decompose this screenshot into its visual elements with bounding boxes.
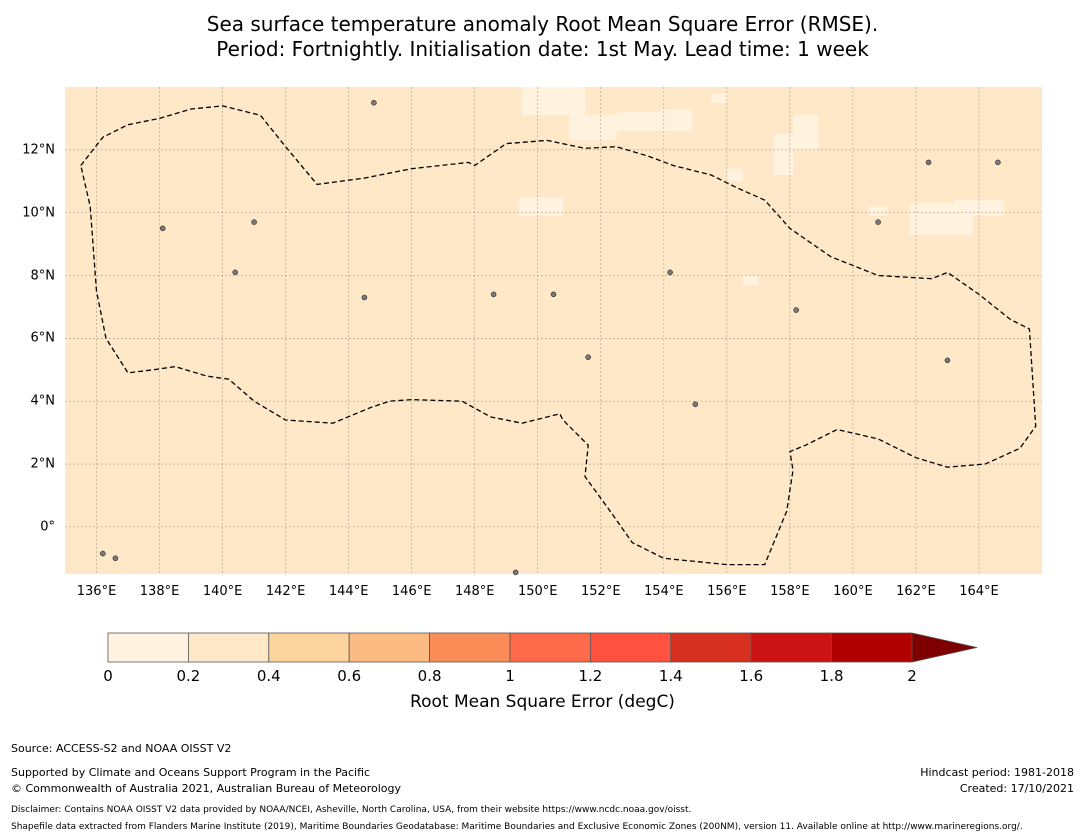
island-marker xyxy=(490,291,497,298)
lat-tick-label: 10°N xyxy=(22,205,55,221)
island-marker xyxy=(112,555,119,562)
gridlines xyxy=(65,87,1042,574)
island-marker xyxy=(232,269,238,276)
hindcast-period: Hindcast period: 1981-2018 xyxy=(920,766,1074,779)
colorbar-box xyxy=(429,632,511,663)
islands xyxy=(100,99,1001,576)
lon-tick-label: 146°E xyxy=(391,584,432,599)
island-marker xyxy=(667,269,673,276)
chart-title-line-1: Sea surface temperature anomaly Root Mea… xyxy=(206,12,879,36)
chart-title-line-2: Period: Fortnightly. Initialisation date… xyxy=(216,37,869,61)
lat-tick-label: 2°N xyxy=(30,456,56,472)
lon-tick-label: 156°E xyxy=(707,584,747,599)
island-marker xyxy=(550,291,557,298)
island-marker xyxy=(944,357,951,364)
lon-tick-label: 150°E xyxy=(517,584,558,599)
colorbar-tick-label: 0 xyxy=(103,667,113,685)
map-panel xyxy=(65,87,1042,576)
colorbar-tick-label: 0.4 xyxy=(256,667,281,685)
colorbar-tick-label: 1.2 xyxy=(578,667,603,685)
low-value-patch xyxy=(660,108,693,131)
colorbar-tick-label: 2 xyxy=(907,667,917,685)
colorbar-tick-label: 1.8 xyxy=(819,667,844,685)
island-marker xyxy=(512,569,519,576)
colorbar-tick-label: 1.6 xyxy=(739,667,764,685)
colorbar-box xyxy=(348,632,431,663)
colorbar-tick-label: 0.2 xyxy=(176,667,201,685)
lon-tick-label: 144°E xyxy=(328,584,369,599)
low-value-patch xyxy=(909,203,973,235)
island-marker xyxy=(159,225,166,232)
created-date: Created: 17/10/2021 xyxy=(959,782,1074,795)
supported-text: Supported by Climate and Oceans Support … xyxy=(11,766,371,779)
shapefile-text: Shapefile data extracted from Flanders M… xyxy=(11,822,1023,832)
low-value-patch xyxy=(774,134,794,175)
low-value-patch xyxy=(742,275,759,285)
colorbar-box xyxy=(831,632,913,663)
low-value-patch xyxy=(521,87,586,116)
island-marker xyxy=(793,307,799,313)
colorbar-box xyxy=(107,632,189,663)
colorbar-box xyxy=(670,632,752,663)
colorbar-tick-label: 0.8 xyxy=(417,667,442,685)
island-marker xyxy=(925,159,932,166)
lat-tick-label: 4°N xyxy=(30,393,56,409)
colorbar-boxes xyxy=(107,632,913,663)
low-value-patch xyxy=(793,115,819,150)
low-value-patch xyxy=(569,115,617,141)
low-value-patch xyxy=(518,196,563,216)
lon-tick-label: 136°E xyxy=(76,584,117,599)
lon-tick-label: 162°E xyxy=(896,584,936,599)
source-text: Source: ACCESS-S2 and NOAA OISST V2 xyxy=(11,742,232,755)
island-marker xyxy=(371,99,377,106)
island-marker xyxy=(585,354,591,360)
lon-tick-label: 160°E xyxy=(833,584,873,599)
colorbar-box xyxy=(509,632,591,663)
colorbar-tick-label: 0.6 xyxy=(337,667,362,685)
colorbar-box xyxy=(750,632,833,663)
lon-tick-label: 158°E xyxy=(770,584,810,599)
copyright-text: © Commonwealth of Australia 2021, Austra… xyxy=(11,782,401,795)
colorbar-tick-label: 1.4 xyxy=(658,667,683,685)
lat-tick-label: 6°N xyxy=(30,330,56,346)
low-value-patch xyxy=(868,206,888,216)
colorbar-box xyxy=(187,632,270,663)
colorbar-extend-arrow xyxy=(911,632,978,663)
low-value-patch xyxy=(711,93,727,103)
low-value-patch xyxy=(726,168,743,182)
low-value-patch xyxy=(616,112,661,131)
map-background xyxy=(65,87,1042,574)
colorbar-box xyxy=(590,632,672,663)
island-marker xyxy=(995,159,1001,166)
colorbar-box xyxy=(268,632,350,663)
island-marker xyxy=(251,219,257,225)
lon-tick-label: 140°E xyxy=(202,584,243,599)
eez-boundary xyxy=(80,105,1037,566)
island-marker xyxy=(875,219,881,225)
disclaimer-text: Disclaimer: Contains NOAA OISST V2 data … xyxy=(11,805,692,815)
lat-tick-label: 8°N xyxy=(30,268,56,284)
colorbar-tick-label: 1 xyxy=(505,667,515,685)
lon-tick-label: 152°E xyxy=(581,584,621,599)
low-value-patches xyxy=(518,87,1005,285)
lon-tick-label: 154°E xyxy=(644,584,684,599)
lon-tick-label: 148°E xyxy=(454,584,495,599)
colorbar-label: Root Mean Square Error (degC) xyxy=(410,692,675,712)
island-marker xyxy=(361,294,368,301)
lat-tick-label: 12°N xyxy=(22,142,55,158)
lon-tick-label: 164°E xyxy=(959,584,999,599)
island-marker xyxy=(692,401,699,408)
island-marker xyxy=(100,550,106,557)
lat-tick-label: 0° xyxy=(40,519,55,535)
lon-tick-label: 142°E xyxy=(265,584,306,599)
lon-tick-label: 138°E xyxy=(139,584,180,599)
